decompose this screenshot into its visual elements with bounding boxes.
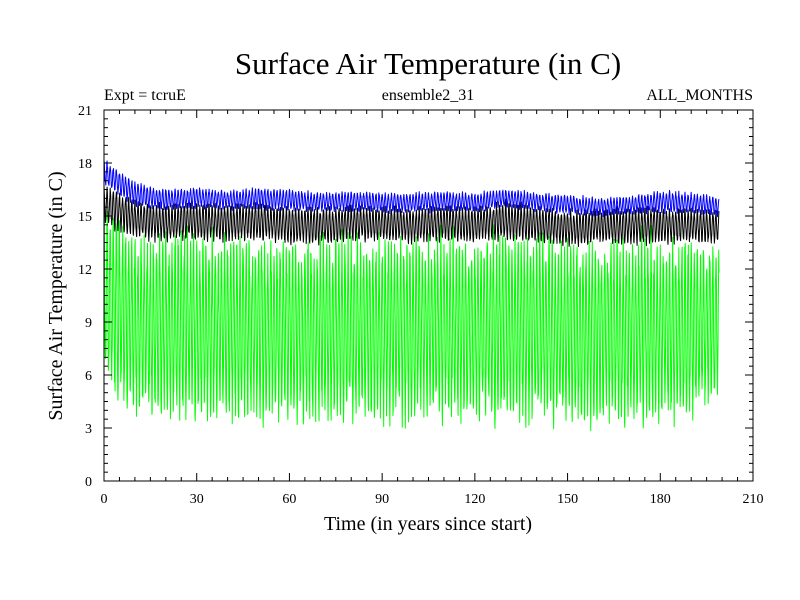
x-tick-label: 60 — [282, 492, 296, 507]
subtitle-months: ALL_MONTHS — [646, 87, 753, 104]
subtitle-ensemble: ensemble2_31 — [382, 87, 474, 104]
x-tick-label: 150 — [557, 492, 578, 507]
x-tick-label: 0 — [101, 492, 108, 507]
x-tick-label: 120 — [464, 492, 485, 507]
y-tick-label: 18 — [78, 157, 92, 172]
plot-data-layer — [103, 160, 720, 432]
y-tick-label: 12 — [78, 263, 92, 278]
series-line-blue — [103, 160, 720, 218]
x-tick-label: 30 — [190, 492, 204, 507]
y-axis-label: Surface Air Temperature (in C) — [45, 171, 67, 420]
y-tick-label: 3 — [85, 422, 92, 437]
x-axis-label: Time (in years since start) — [324, 513, 532, 535]
subtitle-experiment: Expt = tcruE — [104, 87, 186, 104]
y-tick-label: 15 — [78, 210, 92, 225]
series-line-green — [103, 210, 720, 432]
chart-title: Surface Air Temperature (in C) — [235, 46, 621, 81]
x-tick-label: 90 — [375, 492, 389, 507]
series-green — [103, 210, 720, 432]
y-tick-label: 6 — [85, 369, 92, 384]
series-black — [103, 185, 720, 248]
y-tick-label: 0 — [85, 475, 92, 490]
y-tick-label: 21 — [78, 104, 92, 119]
x-tick-label: 180 — [650, 492, 671, 507]
series-line-black — [103, 185, 720, 248]
axes-layer: 0 30 60 90 120 150 180 210 0 3 6 9 12 15 18 21 — [78, 104, 764, 507]
x-tick-label: 210 — [743, 492, 764, 507]
series-blue — [103, 160, 720, 218]
y-tick-label: 9 — [85, 316, 92, 331]
